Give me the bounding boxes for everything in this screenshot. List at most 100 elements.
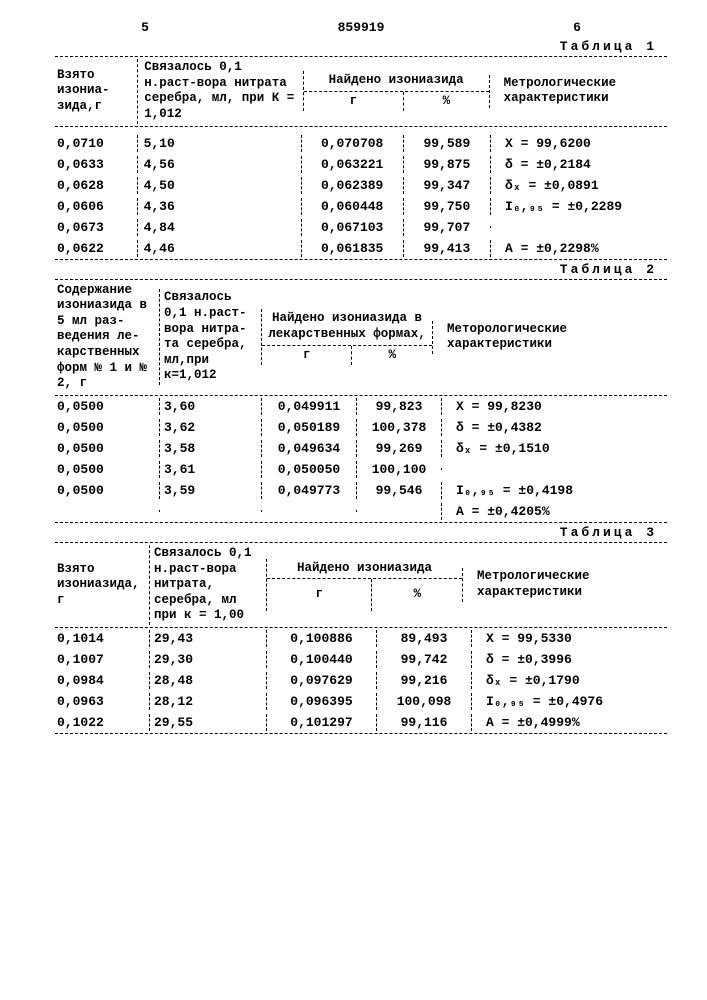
cell-c4: 99,413 [403,240,490,257]
cell-c4: 99,742 [376,651,471,668]
table1-h1: Взято изониа-зида,г [55,67,137,116]
cell-c4: 100,378 [356,419,441,436]
cell-c1: 0,0628 [55,177,137,194]
cell-c3: 0,100440 [266,651,376,668]
cell-c2: 3,60 [159,398,261,415]
cell-c5: I₀,₉₅ = ±0,4198 [441,482,623,499]
table2-h3: г [262,346,351,366]
cell-c3: 0,049634 [261,440,356,457]
cell-c1: 0,0500 [55,419,159,436]
cell-c4: 99,347 [403,177,490,194]
table3-header: Взято изониазида, г Связалось 0,1 н.раст… [55,543,667,627]
cell-c1 [55,510,159,512]
cell-c5: δ = ±0,2184 [490,156,667,173]
cell-c2: 3,61 [159,461,261,478]
cell-c5: X = 99,6200 [490,135,667,152]
doc-number: 859919 [271,20,451,35]
table1-h2: Связалось 0,1 н.раст-вора нитрата серебр… [137,59,302,124]
table-row: 0,05003,580,04963499,269δₓ = ±0,1510 [55,438,667,459]
table1-header: Взято изониа-зида,г Связалось 0,1 н.раст… [55,57,667,126]
table3-h1: Взято изониазида, г [55,561,149,610]
table-row: 0,096328,120,096395100,098I₀,₉₅ = ±0,497… [55,691,667,712]
divider [55,259,667,260]
table1-h-found: Найдено изониазида г % [303,71,489,111]
cell-c3: 0,061835 [301,240,403,257]
table2-label: Таблица 2 [55,262,657,277]
cell-c5: A = ±0,4999% [471,714,643,731]
table-row: 0,098428,480,09762999,216δₓ = ±0,1790 [55,670,667,691]
cell-c4: 99,750 [403,198,490,215]
cell-c3: 0,049911 [261,398,356,415]
table2-found-label: Найдено изониазида в лекарственных форма… [262,309,432,344]
cell-c4: 99,707 [403,219,490,236]
cell-c4: 99,875 [403,156,490,173]
cell-c2: 4,50 [137,177,301,194]
table-row: 0,05003,610,050050100,100 [55,459,667,480]
table3-h5: Метрологические характеристики [462,568,634,601]
table1-found-label: Найдено изониазида [304,71,489,91]
cell-c1: 0,0500 [55,482,159,499]
divider [55,733,667,734]
page-header: 5 859919 6 [55,20,667,35]
cell-c2: 3,58 [159,440,261,457]
cell-c5 [490,226,667,228]
cell-c5: δ = ±0,4382 [441,419,623,436]
table-row: 0,05003,620,050189100,378δ = ±0,4382 [55,417,667,438]
divider [55,522,667,523]
table1-h3: г [304,92,403,112]
table-row: 0,06734,840,06710399,707 [55,217,667,238]
cell-c1: 0,1007 [55,651,149,668]
table-row: 0,100729,300,10044099,742δ = ±0,3996 [55,649,667,670]
table3-h4: % [371,579,462,611]
cell-c3 [261,510,356,512]
cell-c5 [441,468,623,470]
cell-c2: 28,48 [149,672,266,689]
table-row: 0,101429,430,10088689,493X = 99,5330 [55,628,667,649]
table-row: 0,06284,500,06238999,347δₓ = ±0,0891 [55,175,667,196]
cell-c3: 0,067103 [301,219,403,236]
table-row: 0,06224,460,06183599,413A = ±0,2298% [55,238,667,259]
cell-c1: 0,1022 [55,714,149,731]
table1-h4: % [403,92,489,112]
table3-h-found: Найдено изониазида г % [266,559,462,611]
table3: Взято изониазида, г Связалось 0,1 н.раст… [55,543,667,733]
cell-c1: 0,0500 [55,461,159,478]
cell-c5: I₀,₉₅ = ±0,2289 [490,198,667,215]
cell-c3: 0,060448 [301,198,403,215]
cell-c5: δ = ±0,3996 [471,651,643,668]
table2: Содержание изониазида в 5 мл раз-ведения… [55,280,667,522]
cell-c1: 0,0606 [55,198,137,215]
table2-header: Содержание изониазида в 5 мл раз-ведения… [55,280,667,395]
cell-c5: X = 99,5330 [471,630,643,647]
cell-c2: 4,46 [137,240,301,257]
cell-c2: 4,84 [137,219,301,236]
cell-c3: 0,050189 [261,419,356,436]
cell-c2: 29,55 [149,714,266,731]
cell-c1: 0,0963 [55,693,149,710]
cell-c4: 99,216 [376,672,471,689]
table1-label: Таблица 1 [55,39,657,54]
table1: Взято изониа-зида,г Связалось 0,1 н.раст… [55,57,667,259]
page-num-left: 5 [55,20,235,35]
table-row: 0,05003,600,04991199,823X = 99,8230 [55,396,667,417]
cell-c4: 100,100 [356,461,441,478]
cell-c2: 3,59 [159,482,261,499]
cell-c3: 0,063221 [301,156,403,173]
page: 5 859919 6 Таблица 1 Взято изониа-зида,г… [0,0,707,764]
cell-c4: 100,098 [376,693,471,710]
cell-c4: 99,823 [356,398,441,415]
cell-c2: 4,36 [137,198,301,215]
cell-c1: 0,0500 [55,440,159,457]
cell-c3: 0,062389 [301,177,403,194]
cell-c3: 0,100886 [266,630,376,647]
table3-found-label: Найдено изониазида [267,559,462,579]
cell-c2: 4,56 [137,156,301,173]
cell-c2: 3,62 [159,419,261,436]
cell-c2: 29,43 [149,630,266,647]
cell-c1: 0,0622 [55,240,137,257]
cell-c4: 99,589 [403,135,490,152]
table-row: 0,06064,360,06044899,750I₀,₉₅ = ±0,2289 [55,196,667,217]
table3-label: Таблица 3 [55,525,657,540]
cell-c5: X = 99,8230 [441,398,623,415]
table-row: 0,102229,550,10129799,116A = ±0,4999% [55,712,667,733]
